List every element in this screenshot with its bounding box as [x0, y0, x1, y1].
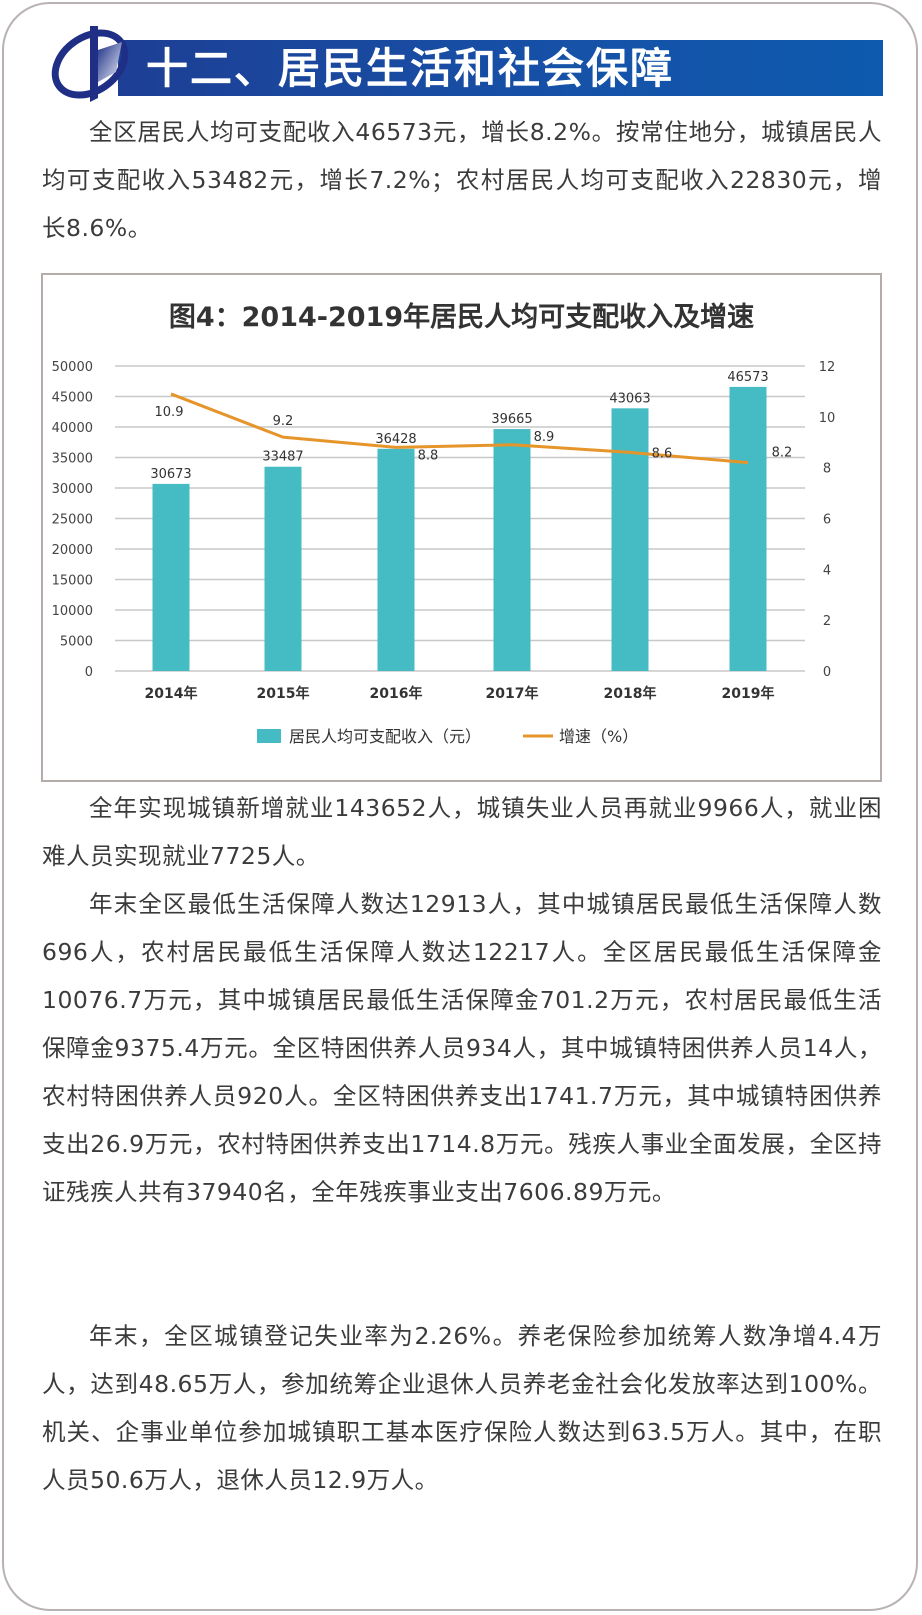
y-tick-label: 35000 [52, 452, 93, 467]
bar-value-label: 46573 [727, 370, 768, 385]
x-tick-label: 2017年 [486, 685, 539, 702]
y-tick-label: 25000 [52, 513, 93, 528]
line-value-label: 8.2 [772, 446, 793, 461]
y2-tick-label: 8 [823, 462, 831, 477]
legend-line-label: 增速（%） [559, 727, 638, 746]
bar-income [377, 448, 415, 671]
bar-income [264, 466, 302, 671]
y-tick-label: 50000 [52, 360, 93, 375]
paragraph-income: 全区居民人均可支配收入46573元，增长8.2%。按常住地分，城镇居民人均可支配… [42, 118, 882, 242]
bar-value-label: 33487 [262, 450, 303, 465]
x-tick-label: 2016年 [370, 685, 423, 702]
bar-income [152, 483, 190, 671]
paragraph-social-insurance: 年末，全区城镇登记失业率为2.26%。养老保险参加统筹人数净增4.4万人，达到4… [42, 1322, 882, 1494]
y-tick-label: 5000 [60, 635, 93, 650]
y-tick-label: 40000 [52, 421, 93, 436]
chart-container: 图4：2014-2019年居民人均可支配收入及增速 0 5000 10000 1500… [41, 273, 882, 782]
line-value-label: 9.2 [273, 414, 294, 429]
paragraph-employment: 全年实现城镇新增就业143652人，城镇失业人员再就业9966人，就业困难人员实… [42, 794, 882, 870]
growth-rate-line [170, 392, 749, 465]
income-growth-chart: 0 5000 10000 15000 20000 25000 30000 35000 40000… [52, 360, 836, 746]
y2-tick-label: 0 [823, 665, 831, 680]
y2-tick-label: 12 [819, 360, 836, 375]
y-tick-label: 30000 [52, 482, 93, 497]
y-tick-label: 0 [85, 665, 93, 680]
x-tick-label: 2015年 [257, 685, 310, 702]
y-tick-label: 15000 [52, 574, 93, 589]
legend-bar-swatch [257, 729, 281, 743]
x-tick-label: 2014年 [145, 685, 198, 702]
y-tick-label: 10000 [52, 604, 93, 619]
bar-value-label: 30673 [150, 467, 191, 482]
bar-value-label: 43063 [609, 391, 650, 406]
bar-value-label: 39665 [491, 412, 532, 427]
statistics-bureau-logo-icon [51, 26, 129, 102]
line-value-label: 8.6 [652, 446, 673, 461]
line-value-label: 8.8 [418, 448, 439, 463]
bar-income [493, 429, 531, 671]
legend-bar-label: 居民人均可支配收入（元） [289, 727, 481, 746]
bar-value-label: 36428 [375, 432, 416, 447]
y-tick-label: 45000 [52, 391, 93, 406]
bar-income [611, 408, 649, 671]
y2-tick-label: 4 [823, 563, 831, 578]
y-tick-label: 20000 [52, 543, 93, 558]
section-title: 十二、居民生活和社会保障 [146, 44, 675, 93]
paragraph-minimum-living-security: 年末全区最低生活保障人数达12913人，其中城镇居民最低生活保障人数696人，农… [42, 890, 882, 1206]
y2-tick-label: 6 [823, 513, 831, 528]
bar-income [729, 386, 767, 671]
y2-tick-label: 2 [823, 614, 831, 629]
y2-tick-label: 10 [819, 411, 836, 426]
chart-title: 图4：2014-2019年居民人均可支配收入及增速 [168, 302, 755, 333]
line-value-label: 8.9 [534, 430, 555, 445]
title-bar [118, 40, 883, 96]
section-header: 十二、居民生活和社会保障 [40, 20, 883, 102]
x-tick-label: 2019年 [722, 685, 775, 702]
x-tick-label: 2018年 [604, 685, 657, 702]
line-value-label: 10.9 [155, 405, 184, 420]
